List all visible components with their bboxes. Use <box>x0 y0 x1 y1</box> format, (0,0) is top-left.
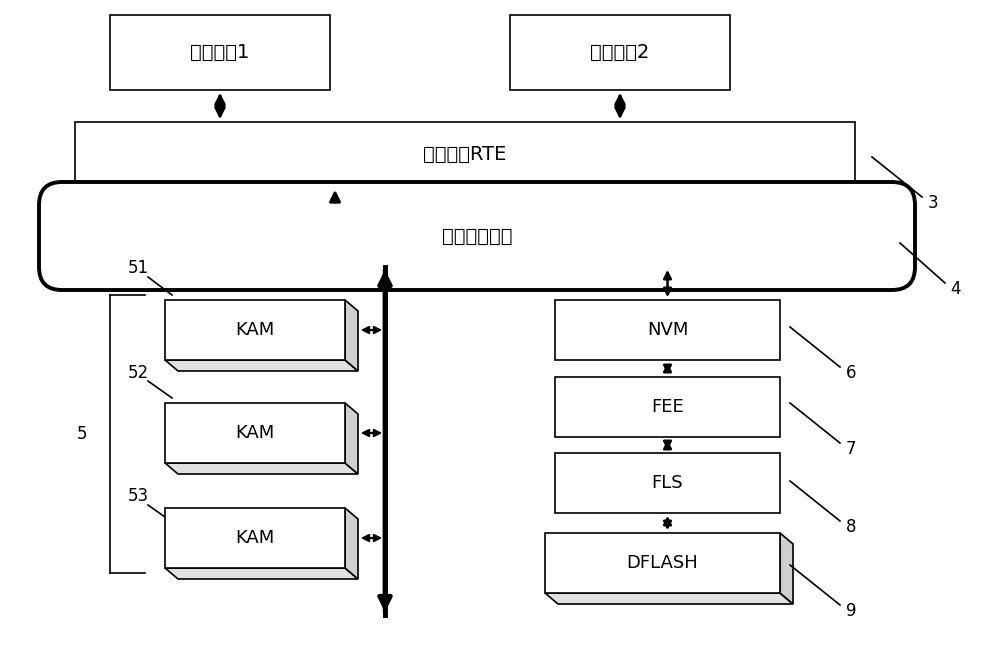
Text: 53: 53 <box>127 487 149 505</box>
Text: 51: 51 <box>127 259 149 277</box>
Text: 5: 5 <box>77 425 87 443</box>
FancyBboxPatch shape <box>165 403 345 463</box>
Polygon shape <box>345 508 358 579</box>
Polygon shape <box>345 300 358 371</box>
Text: 应用组件2: 应用组件2 <box>590 43 650 62</box>
FancyBboxPatch shape <box>510 15 730 90</box>
Polygon shape <box>165 463 358 474</box>
Text: KAM: KAM <box>235 321 275 339</box>
FancyBboxPatch shape <box>39 182 915 290</box>
Text: KAM: KAM <box>235 424 275 442</box>
FancyBboxPatch shape <box>545 533 780 593</box>
FancyBboxPatch shape <box>555 300 780 360</box>
Polygon shape <box>545 593 793 604</box>
Text: 8: 8 <box>846 518 857 536</box>
Text: 内存管理单元: 内存管理单元 <box>442 227 512 245</box>
FancyBboxPatch shape <box>555 453 780 513</box>
Text: 3: 3 <box>928 194 939 212</box>
Polygon shape <box>165 360 358 371</box>
Polygon shape <box>165 568 358 579</box>
Text: DFLASH: DFLASH <box>627 554 698 572</box>
Polygon shape <box>780 533 793 604</box>
Polygon shape <box>345 403 358 474</box>
Text: 实时环境RTE: 实时环境RTE <box>423 145 507 164</box>
Text: FEE: FEE <box>651 398 684 416</box>
Text: KAM: KAM <box>235 529 275 547</box>
Text: 7: 7 <box>846 440 857 458</box>
FancyBboxPatch shape <box>75 122 855 187</box>
FancyBboxPatch shape <box>555 377 780 437</box>
Text: 6: 6 <box>846 364 857 382</box>
FancyBboxPatch shape <box>110 15 330 90</box>
FancyBboxPatch shape <box>165 508 345 568</box>
Text: 52: 52 <box>127 364 149 382</box>
Text: FLS: FLS <box>652 474 683 492</box>
Text: NVM: NVM <box>647 321 688 339</box>
Text: 4: 4 <box>950 280 960 298</box>
Text: 9: 9 <box>846 602 857 620</box>
FancyBboxPatch shape <box>165 300 345 360</box>
Text: 应用组件1: 应用组件1 <box>190 43 250 62</box>
